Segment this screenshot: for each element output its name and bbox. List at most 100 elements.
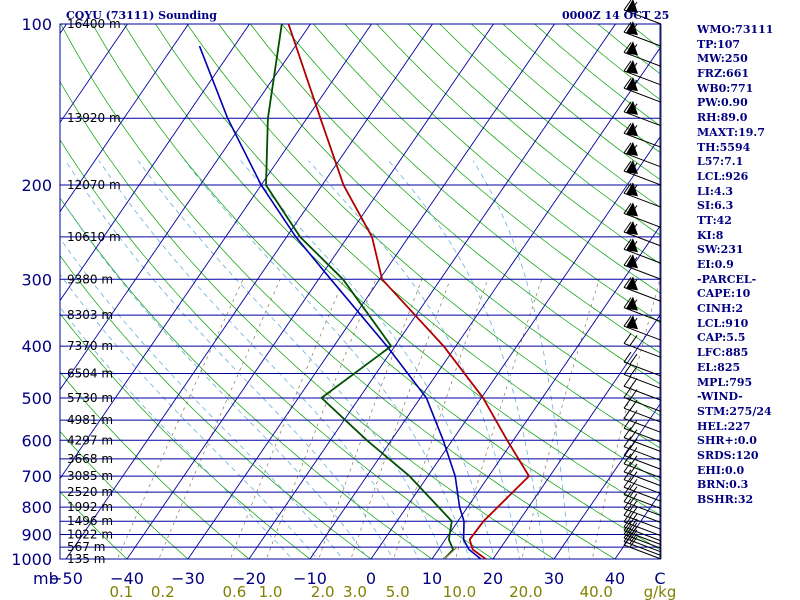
stat-line: L57:7.1	[697, 155, 744, 169]
wind-barb	[623, 315, 662, 341]
wind-barb	[623, 484, 662, 510]
temperature-tick-label: −40	[110, 569, 144, 588]
temperature-tick-label: 10	[422, 569, 442, 588]
height-label: 8303 m	[67, 308, 113, 322]
moist-adiabat	[388, 160, 546, 559]
wind-barbs	[623, 0, 662, 560]
wind-barb	[623, 520, 662, 546]
height-label: 4297 m	[67, 433, 113, 447]
pressure-tick-label: 200	[21, 176, 52, 195]
profiles	[198, 24, 530, 559]
wind-barb	[623, 254, 662, 280]
dry-adiabat	[60, 24, 616, 559]
dry-adiabat	[60, 139, 494, 559]
mixing-ratio-line	[230, 279, 345, 559]
wind-barb	[623, 461, 662, 487]
isotherm	[65, 24, 433, 559]
dry-adiabat	[186, 24, 660, 449]
parcel-trace	[443, 546, 458, 559]
isotherm	[60, 24, 189, 213]
wind-barb	[623, 21, 662, 47]
temperature-tick-label: −50	[49, 569, 83, 588]
wind-barb	[623, 182, 662, 208]
moist-adiabat	[60, 273, 318, 559]
wind-barb	[623, 77, 662, 103]
mixing-ratio-line	[266, 279, 377, 559]
height-label: 567 m	[67, 540, 105, 554]
stat-line: LCL:910	[697, 316, 749, 330]
dry-adiabat	[60, 80, 555, 559]
temperature-tick-label: −30	[171, 569, 205, 588]
mixing-ratio-tick-label: g/kg	[644, 583, 677, 600]
isotherm	[60, 24, 128, 124]
height-label: 4981 m	[67, 413, 113, 427]
height-label: 1496 m	[67, 514, 113, 528]
wind-barb	[623, 238, 662, 264]
wetbulb-profile	[198, 45, 482, 559]
dry-adiabat	[60, 313, 311, 559]
mixing-ratio-line	[117, 279, 244, 559]
mixing-ratio-tick-label: 3.0	[343, 583, 367, 600]
wind-barb	[623, 427, 662, 453]
pressure-tick-label: 1000	[11, 550, 52, 569]
stat-line: SW:231	[697, 243, 744, 257]
mixing-ratio-tick-label: 1.0	[259, 583, 283, 600]
wind-barb	[623, 445, 662, 470]
stats-panel: WMO:73111 TP:107 MW:250 FRZ:661 WB0:771 PW:0.…	[697, 23, 800, 508]
isotherm	[431, 225, 660, 559]
stat-line: TP:107	[697, 37, 741, 51]
wind-barb	[623, 524, 662, 549]
mixing-ratio-line	[393, 279, 489, 559]
temperature-tick-label: 40	[605, 569, 625, 588]
isotherm	[248, 24, 616, 559]
stat-line: -WIND-	[697, 390, 743, 404]
stat-line: LCL:926	[697, 169, 749, 183]
stat-line: CINH:2	[697, 302, 744, 316]
pressure-tick-label: 900	[21, 526, 52, 545]
height-label: 3085 m	[67, 469, 113, 483]
mixing-ratio-tick-label: 0.2	[151, 583, 175, 600]
isotherm	[370, 136, 660, 559]
mixing-ratio-tick-label: 0.1	[109, 583, 133, 600]
height-label: 3668 m	[67, 452, 113, 466]
wind-barb	[623, 469, 662, 495]
moist-adiabat	[65, 160, 394, 559]
pressure-tick-label: 700	[21, 467, 52, 486]
stat-line: SRDS:120	[697, 448, 759, 462]
height-label: 7370 m	[67, 339, 113, 353]
wind-barb	[623, 296, 662, 323]
height-label: 2520 m	[67, 485, 113, 499]
stat-line: MW:250	[697, 52, 748, 66]
wind-barb	[623, 516, 662, 542]
mixing-ratio-line	[350, 279, 451, 559]
moist-adiabat	[60, 197, 369, 559]
stat-line: KI:8	[697, 228, 724, 242]
mixing-ratio-line	[591, 279, 660, 559]
wind-barb	[623, 351, 662, 377]
stat-line: FRZ:661	[697, 67, 750, 81]
temperature-tick-label: 30	[544, 569, 564, 588]
wind-barb	[623, 221, 662, 247]
moist-adiabat	[308, 160, 521, 559]
stat-line: BSHR:32	[697, 493, 754, 506]
temperature-tick-label: 20	[483, 569, 503, 588]
wind-barb	[623, 375, 662, 401]
dry-adiabat	[313, 24, 660, 324]
isotherm	[492, 314, 660, 559]
isotherm	[553, 403, 660, 559]
dry-adiabat	[60, 371, 250, 559]
pressure-tick-label: 500	[21, 389, 52, 408]
stat-line: MAXT:19.7	[697, 125, 765, 139]
stat-line: EHI:0.0	[697, 463, 745, 477]
mixing-ratio-tick-label: 5.0	[386, 583, 410, 600]
wind-barb	[623, 364, 662, 389]
pressure-tick-label: 800	[21, 498, 52, 517]
stat-line: EI:0.9	[697, 258, 734, 271]
pressure-tick-label: 300	[21, 270, 52, 289]
plot-frame	[59, 23, 661, 560]
height-label: 1022 m	[67, 528, 113, 542]
pressure-tick-label: 600	[21, 431, 52, 450]
background-lines	[60, 24, 660, 559]
dry-adiabat	[60, 430, 189, 559]
sounding-time: 0000Z 14 OCT 25	[562, 9, 670, 22]
